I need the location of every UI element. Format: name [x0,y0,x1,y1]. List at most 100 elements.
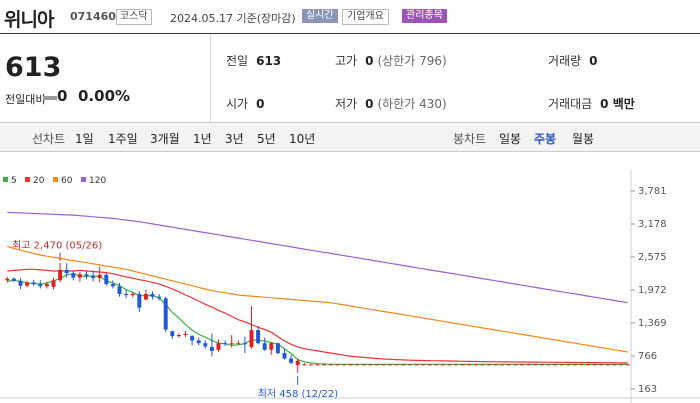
change-value: 0 [57,87,68,105]
candle-body [91,275,96,279]
candle-body [190,336,195,341]
current-price: 613 [5,52,62,83]
price-chart[interactable]: 5 20 60 120 3,781 3,178 2,575 1,972 1,369 766 163 최… [0,170,700,403]
change-label: 전일대비 [5,93,46,106]
tab-monthly[interactable]: 월봉 [572,132,595,146]
chart-tabs: 선차트 1일 1주일 3개월 1년 3년 5년 10년 봉차트 일봉 주봉 월봉 [0,123,700,152]
tab-10year[interactable]: 10년 [289,132,316,146]
legend-label-60: 60 [61,176,73,186]
candle-body [302,364,307,366]
ma-5-line [7,273,628,365]
candle-body [447,364,452,366]
volume: 거래량 0 [548,54,598,68]
candle-body [236,343,241,345]
candle-body [289,358,294,363]
candle-body [163,298,168,330]
candle-body [110,284,115,287]
candle-body [493,364,498,366]
candle-body [31,282,36,285]
candle-body [137,293,142,308]
candle-body [25,282,30,286]
legend-label-5: 5 [11,176,17,186]
low-price: 저가 0 (하한가 430) [335,97,447,111]
candle-body [361,364,366,366]
candle-body [500,364,505,366]
candle-body [143,293,148,300]
candle-body [427,364,432,366]
open-price: 시가 0 [226,97,265,111]
tab-1week[interactable]: 1주일 [108,132,138,146]
max-label: 최고 2,470 (05/26) [12,240,102,252]
candle-body [539,364,544,366]
candle-body [407,364,412,366]
candle-body [341,364,346,366]
market-badge: 코스닥 [116,9,152,25]
company-info-button[interactable]: 기업개요 [342,9,389,25]
legend-swatch-120 [81,177,86,182]
ma-120-line [7,211,628,304]
legend-swatch-60 [53,177,58,182]
tab-daily[interactable]: 일봉 [499,132,522,146]
stock-header: 위니아 071460 코스닥 2024.05.17 기준(장마감) 실시간 기업… [0,0,700,34]
high-price: 고가 0 (상한가 796) [335,54,447,68]
candle-body [421,364,426,366]
candle-body [282,353,287,359]
candle-body [533,364,538,366]
candle-body [104,274,109,285]
candle-body [454,364,459,366]
candle-body [348,364,353,366]
candle-body [473,364,478,366]
candle-body [394,364,399,366]
price-summary: 613 전일대비 0 0.00% 전일 613 고가 0 (상한가 796) 거래량 0… [0,34,700,123]
candle-body [84,274,89,276]
candle-body [308,364,313,366]
managed-stock-badge: 관리종목 [402,9,447,23]
stock-name: 위니아 [4,9,54,31]
ma-60-line [7,245,628,353]
candle-body [434,364,439,366]
candle-body [480,364,485,366]
candle-body [44,284,49,287]
candle-body [401,364,406,366]
candle-body [506,364,511,366]
y-tick-label-163: 163 [638,384,657,395]
candle-body [176,334,181,337]
y-tick-label-2575: 2,575 [638,252,667,263]
y-tick-label-3178: 3,178 [638,219,667,230]
y-tick-label-766: 766 [638,351,657,362]
y-tick-label-3781: 3,781 [638,186,667,197]
candle-body [553,364,558,366]
candle-body [368,364,373,366]
stock-code: 071460 [70,10,116,23]
candle-body [526,364,531,366]
tab-1day[interactable]: 1일 [75,132,94,146]
candle-body [38,284,43,287]
min-label: 최저 458 (12/22) [258,388,339,400]
candle-body [77,274,82,278]
candle-body [599,364,604,366]
candle-body [124,293,129,296]
candle-body [51,280,56,287]
realtime-button[interactable]: 실시간 [302,9,338,23]
candle-body [572,364,577,366]
candle-body [625,364,630,366]
candle-body [229,343,234,345]
candle-body [242,343,247,345]
candle-body [559,364,564,366]
candle-body [130,293,135,296]
tab-1year[interactable]: 1년 [193,132,212,146]
tab-3year[interactable]: 3년 [225,132,244,146]
line-chart-label: 선차트 [32,132,66,146]
tab-3month[interactable]: 3개월 [150,132,180,146]
current-price-box: 613 전일대비 0 0.00% [0,34,211,122]
candle-body [97,274,102,279]
candle-body [605,364,610,366]
tab-5year[interactable]: 5년 [257,132,276,146]
candle-body [546,364,551,366]
candle-body [381,364,386,366]
tab-weekly[interactable]: 주봉 [534,132,557,146]
candle-body [487,364,492,366]
legend-label-20: 20 [33,176,45,186]
candle-body [150,293,155,297]
candle-body [249,330,254,348]
